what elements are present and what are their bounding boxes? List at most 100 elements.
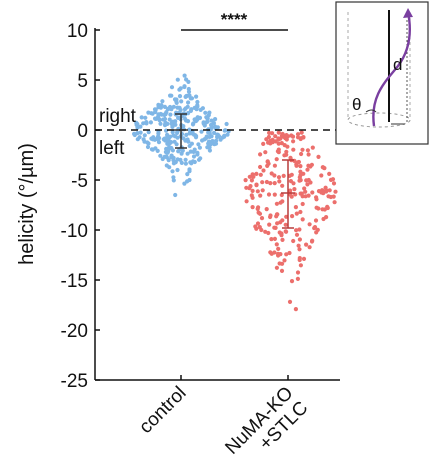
data-point bbox=[274, 242, 279, 247]
data-point bbox=[274, 157, 279, 162]
data-point bbox=[306, 193, 311, 198]
data-point bbox=[142, 133, 147, 138]
data-point bbox=[297, 237, 302, 242]
data-point bbox=[277, 261, 282, 266]
data-point bbox=[276, 246, 281, 251]
data-point bbox=[293, 205, 298, 210]
data-point bbox=[276, 141, 281, 146]
data-point bbox=[295, 276, 300, 281]
data-point bbox=[170, 119, 175, 124]
data-point bbox=[274, 265, 279, 270]
data-point bbox=[215, 132, 221, 137]
data-point bbox=[141, 137, 146, 142]
y-tick-label: -25 bbox=[61, 371, 88, 392]
data-point bbox=[280, 199, 285, 204]
data-point bbox=[313, 218, 319, 223]
data-point bbox=[272, 225, 277, 230]
data-point bbox=[268, 181, 273, 186]
data-point bbox=[198, 107, 203, 112]
data-point bbox=[162, 123, 168, 128]
data-point bbox=[183, 161, 188, 166]
data-point bbox=[298, 209, 303, 215]
data-point bbox=[175, 77, 180, 82]
y-tick-label: -10 bbox=[61, 221, 88, 242]
data-point bbox=[199, 129, 204, 134]
data-point bbox=[272, 192, 277, 197]
data-point bbox=[224, 121, 229, 127]
data-point bbox=[195, 99, 200, 105]
data-point bbox=[303, 189, 308, 194]
data-point bbox=[194, 94, 199, 99]
data-point bbox=[175, 135, 180, 140]
data-point bbox=[258, 172, 263, 177]
data-point bbox=[191, 154, 197, 159]
data-point bbox=[168, 105, 173, 110]
data-point bbox=[212, 130, 217, 135]
data-point bbox=[184, 77, 189, 82]
data-point bbox=[295, 270, 301, 275]
data-point bbox=[149, 147, 154, 152]
data-point bbox=[281, 173, 286, 178]
data-point bbox=[266, 192, 272, 197]
data-point bbox=[218, 137, 223, 142]
data-point bbox=[332, 200, 337, 205]
data-point bbox=[196, 142, 201, 147]
data-point bbox=[138, 124, 143, 129]
data-point bbox=[276, 147, 281, 152]
data-point bbox=[284, 229, 289, 234]
data-point bbox=[189, 96, 195, 101]
data-point bbox=[183, 106, 188, 111]
data-point bbox=[159, 103, 164, 108]
data-point bbox=[327, 188, 332, 193]
data-point bbox=[162, 116, 168, 122]
data-point bbox=[300, 201, 305, 207]
data-point bbox=[279, 192, 284, 198]
data-point bbox=[261, 168, 266, 173]
data-point bbox=[152, 107, 158, 112]
data-point bbox=[207, 110, 212, 115]
data-point bbox=[175, 130, 180, 135]
data-point bbox=[251, 174, 256, 179]
data-point bbox=[300, 194, 305, 199]
data-point bbox=[185, 119, 191, 124]
data-point bbox=[155, 148, 160, 153]
data-point bbox=[324, 189, 329, 194]
data-point bbox=[172, 139, 177, 144]
data-point bbox=[207, 145, 212, 150]
data-point bbox=[297, 227, 302, 232]
data-point bbox=[287, 250, 292, 256]
data-point bbox=[263, 229, 268, 234]
data-point bbox=[292, 187, 297, 192]
data-point bbox=[207, 148, 212, 153]
data-point bbox=[305, 182, 310, 187]
data-point bbox=[159, 112, 164, 117]
data-point bbox=[310, 190, 315, 195]
data-point bbox=[250, 205, 255, 210]
data-point bbox=[298, 164, 303, 169]
data-point bbox=[170, 124, 175, 129]
inset-base-ellipse bbox=[347, 112, 411, 128]
data-point bbox=[171, 133, 176, 138]
error-bars bbox=[174, 113, 295, 229]
data-point bbox=[269, 237, 274, 242]
data-point bbox=[297, 175, 302, 180]
y-tick-label: 5 bbox=[77, 71, 88, 92]
y-tick-label: 0 bbox=[77, 121, 88, 142]
data-point bbox=[148, 120, 153, 125]
data-point bbox=[243, 178, 248, 183]
data-point bbox=[290, 214, 295, 219]
data-point bbox=[187, 127, 192, 132]
data-point bbox=[270, 140, 275, 145]
y-tick-label: -20 bbox=[61, 321, 88, 342]
data-point bbox=[269, 171, 274, 176]
data-point bbox=[300, 147, 305, 152]
data-point bbox=[156, 140, 162, 145]
data-point bbox=[294, 162, 299, 167]
data-point bbox=[304, 242, 309, 247]
inset-frame bbox=[335, 1, 429, 145]
data-point bbox=[320, 165, 325, 170]
data-point bbox=[171, 175, 176, 180]
data-point bbox=[321, 216, 326, 222]
data-point bbox=[295, 132, 301, 137]
